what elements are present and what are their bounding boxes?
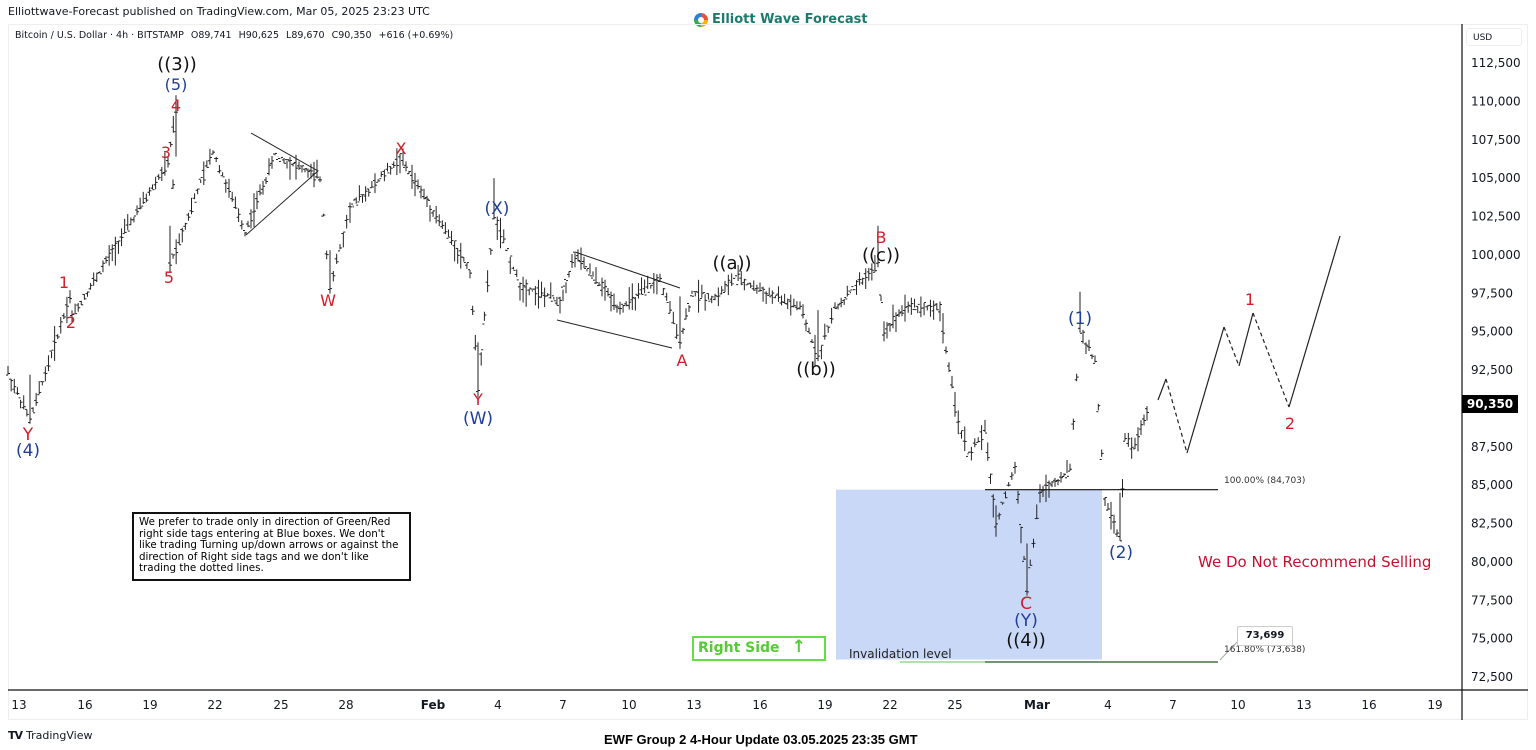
price-axis-label: 112,500 [1471, 56, 1521, 70]
time-axis-label: 10 [621, 698, 636, 712]
blue-box-zone [836, 489, 1102, 660]
time-axis-label: 13 [686, 698, 701, 712]
time-axis-label: 13 [1296, 698, 1311, 712]
current-price-tag: 90,350 [1462, 395, 1518, 413]
wave-label: ((4)) [1006, 630, 1046, 651]
price-axis-label: 97,500 [1471, 286, 1513, 300]
time-axis-label: 16 [77, 698, 92, 712]
wave-label: A [677, 351, 688, 370]
price-axis-label: 100,000 [1471, 248, 1521, 262]
wave-label: Y [472, 390, 483, 409]
wave-label: B [876, 228, 887, 247]
trading-note: We prefer to trade only in direction of … [132, 512, 411, 581]
wave-label: (W) [463, 409, 493, 429]
time-axis-label: 28 [338, 698, 353, 712]
time-axis-label: 13 [11, 698, 26, 712]
time-axis-label: 4 [1104, 698, 1112, 712]
invalidation-label: Invalidation level [849, 647, 952, 661]
no-sell-notice: We Do Not Recommend Selling [1198, 553, 1432, 571]
update-title: EWF Group 2 4-Hour Update 03.05.2025 23:… [604, 732, 918, 747]
wave-label: 2 [66, 313, 76, 332]
time-axis-label: 10 [1230, 698, 1245, 712]
price-axis-label: 75,000 [1471, 632, 1513, 646]
time-axis-label: 7 [1169, 698, 1177, 712]
wave-label: (4) [16, 441, 40, 461]
wave-label: C [1020, 594, 1032, 614]
wave-label: W [320, 291, 336, 310]
symbol-legend: Bitcoin / U.S. Dollar · 4h · BITSTAMP O8… [15, 30, 457, 41]
wave-label: 1 [1245, 290, 1255, 309]
time-axis-label: 19 [1427, 698, 1442, 712]
price-bars [6, 95, 1149, 596]
price-axis-label: 110,000 [1471, 94, 1521, 108]
ohlc-low: L89,670 [286, 30, 325, 41]
wave-label: Y [22, 425, 34, 445]
time-axis-label: 7 [559, 698, 567, 712]
time-axis-label: Mar [1024, 698, 1050, 712]
right-side-tag: Right Side ↑ [692, 636, 826, 661]
price-axis-label: 82,500 [1471, 517, 1513, 531]
wave-label: 2 [1285, 414, 1295, 433]
wave-label: 3 [161, 143, 171, 162]
time-axis-label: 16 [1361, 698, 1376, 712]
wave-label: (X) [485, 199, 510, 219]
brand-name: Elliott Wave Forecast [712, 12, 868, 27]
price-axis-label: 87,500 [1471, 440, 1513, 454]
brand-logo: Elliott Wave Forecast [694, 12, 868, 27]
publisher-line: Elliottwave-Forecast published on Tradin… [8, 5, 430, 18]
wave-label: (Y) [1014, 611, 1038, 631]
price-axis-label: 85,000 [1471, 478, 1513, 492]
level-value-box: 73,699 [1237, 626, 1293, 646]
wave-label: 5 [164, 268, 174, 287]
fib-100-label: 100.00% (84,703) [1224, 476, 1306, 486]
fib-161-label: 161.80% (73,638) [1224, 645, 1306, 655]
price-axis-label: 105,000 [1471, 171, 1521, 185]
ohlc-high: H90,625 [238, 30, 279, 41]
arrow-up-icon: ↑ [791, 637, 806, 657]
wave-label: (5) [165, 75, 188, 94]
brand-icon [694, 12, 708, 27]
price-axis-label: 80,000 [1471, 555, 1513, 569]
price-axis-label: 95,000 [1471, 325, 1513, 339]
wave-label: ((a)) [712, 253, 751, 274]
wave-label: ((c)) [862, 245, 900, 266]
symbol-name: Bitcoin / U.S. Dollar · 4h · BITSTAMP [15, 30, 184, 41]
tradingview-name: TradingView [26, 729, 93, 742]
time-axis-label: 19 [817, 698, 832, 712]
wave-label: (2) [1109, 543, 1133, 563]
tradingview-footer[interactable]: TV TradingView [8, 729, 93, 742]
ohlc-open: O89,741 [190, 30, 232, 41]
tradingview-logo-icon: TV [8, 729, 23, 742]
price-axis-label: 92,500 [1471, 363, 1513, 377]
price-axis-label: 102,500 [1471, 210, 1521, 224]
wave-label: ((b)) [796, 359, 836, 380]
time-axis-label: 4 [494, 698, 502, 712]
time-axis-label: 22 [207, 698, 222, 712]
wave-label: 4 [171, 96, 181, 115]
price-axis-label: 107,500 [1471, 133, 1521, 147]
time-axis-label: 19 [142, 698, 157, 712]
wave-label: 1 [59, 273, 69, 292]
time-axis-label: 16 [752, 698, 767, 712]
price-change: +616 (+0.69%) [378, 30, 454, 41]
right-side-label: Right Side [698, 640, 780, 656]
time-axis-label: 25 [273, 698, 288, 712]
currency-selector[interactable]: USD [1466, 28, 1522, 46]
wave-label: X [396, 139, 407, 158]
time-axis-label: 22 [882, 698, 897, 712]
price-axis-label: 72,500 [1471, 670, 1513, 684]
wave-label: (1) [1068, 309, 1092, 329]
time-axis-label: Feb [421, 698, 446, 712]
wave-label: ((3)) [157, 54, 197, 75]
ohlc-close: C90,350 [331, 30, 372, 41]
price-axis-label: 77,500 [1471, 593, 1513, 607]
time-axis-label: 25 [947, 698, 962, 712]
